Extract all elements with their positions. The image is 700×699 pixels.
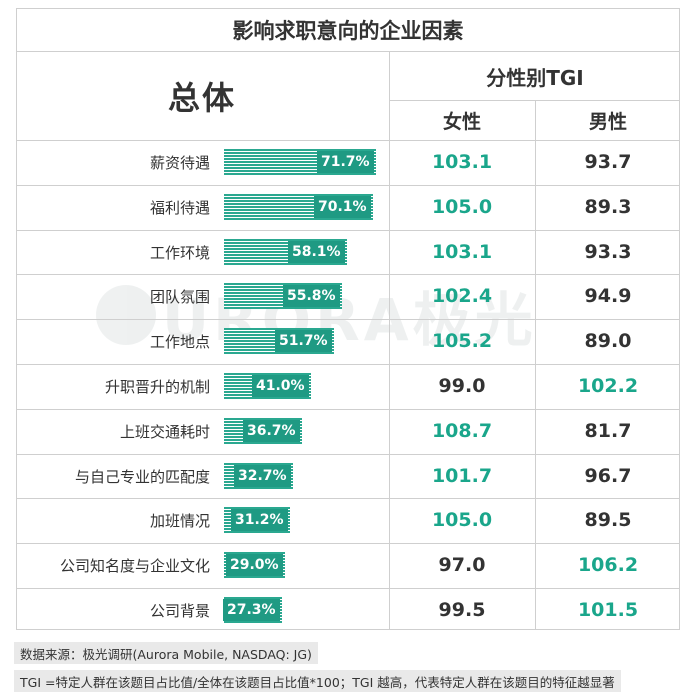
category-label: 加班情况 xyxy=(149,511,210,530)
bar-value-label: 51.7% xyxy=(275,330,332,352)
row-divider xyxy=(16,140,680,141)
row-divider xyxy=(16,319,680,320)
divider-female-male xyxy=(535,100,536,630)
tgi-male-value: 94.9 xyxy=(584,285,632,307)
chart-title: 影响求职意向的企业因素 xyxy=(16,8,680,52)
bar-value-label: 36.7% xyxy=(243,420,300,442)
category-label: 福利待遇 xyxy=(149,198,210,217)
category-label: 薪资待遇 xyxy=(149,153,210,172)
category-label: 工作环境 xyxy=(149,243,210,262)
category-label: 团队氛围 xyxy=(149,287,210,306)
male-header: 男性 xyxy=(588,110,627,133)
category-label: 公司知名度与企业文化 xyxy=(59,556,210,575)
row-divider xyxy=(16,588,680,589)
divider-tgi-header xyxy=(390,100,680,101)
bar-value-label: 71.7% xyxy=(317,151,374,173)
tgi-male-value: 89.3 xyxy=(584,196,632,218)
category-label: 升职晋升的机制 xyxy=(104,377,210,396)
tgi-male-value: 102.2 xyxy=(577,375,639,397)
overall-header: 总体 xyxy=(167,79,236,117)
female-header: 女性 xyxy=(442,110,481,133)
tgi-female-value: 102.4 xyxy=(431,285,493,307)
tgi-male-value: 89.5 xyxy=(584,509,632,531)
row-divider xyxy=(16,230,680,231)
category-label: 上班交通耗时 xyxy=(119,422,210,441)
bar-value-label: 32.7% xyxy=(234,465,291,487)
tgi-female-value: 108.7 xyxy=(431,420,493,442)
tgi-female-value: 99.5 xyxy=(438,599,486,621)
row-divider xyxy=(16,185,680,186)
tgi-female-value: 105.2 xyxy=(431,330,493,352)
tgi-header: 分性别TGI xyxy=(486,65,584,90)
tgi-female-value: 97.0 xyxy=(438,554,486,576)
row-divider xyxy=(16,543,680,544)
tgi-male-value: 93.3 xyxy=(584,241,632,263)
category-label: 公司背景 xyxy=(149,601,210,620)
bar-value-label: 58.1% xyxy=(288,241,345,263)
tgi-female-value: 105.0 xyxy=(431,196,493,218)
tgi-female-value: 105.0 xyxy=(431,509,493,531)
row-divider xyxy=(16,454,680,455)
category-label: 工作地点 xyxy=(149,332,210,351)
tgi-male-value: 93.7 xyxy=(584,151,632,173)
tgi-female-value: 103.1 xyxy=(431,241,493,263)
bar-value-label: 41.0% xyxy=(252,375,309,397)
tgi-female-value: 103.1 xyxy=(431,151,493,173)
tgi-female-value: 101.7 xyxy=(431,465,493,487)
tgi-male-value: 81.7 xyxy=(584,420,632,442)
row-divider xyxy=(16,498,680,499)
divider-overall-tgi xyxy=(389,52,390,630)
row-divider xyxy=(16,274,680,275)
source-note: 数据来源：极光调研(Aurora Mobile, NASDAQ: JG) xyxy=(14,642,318,664)
bar-value-label: 27.3% xyxy=(223,599,280,621)
tgi-male-value: 106.2 xyxy=(577,554,639,576)
row-divider xyxy=(16,364,680,365)
tgi-male-value: 101.5 xyxy=(577,599,639,621)
tgi-male-value: 96.7 xyxy=(584,465,632,487)
tgi-male-value: 89.0 xyxy=(584,330,632,352)
row-divider xyxy=(16,409,680,410)
bar-value-label: 29.0% xyxy=(226,554,283,576)
bar-value-label: 31.2% xyxy=(231,509,288,531)
category-label: 与自己专业的匹配度 xyxy=(74,467,210,486)
bar-value-label: 55.8% xyxy=(283,285,340,307)
bar-value-label: 70.1% xyxy=(314,196,371,218)
tgi-female-value: 99.0 xyxy=(438,375,486,397)
tgi-note: TGI =特定人群在该题目占比值/全体在该题目占比值*100；TGI 越高，代表… xyxy=(14,670,621,692)
